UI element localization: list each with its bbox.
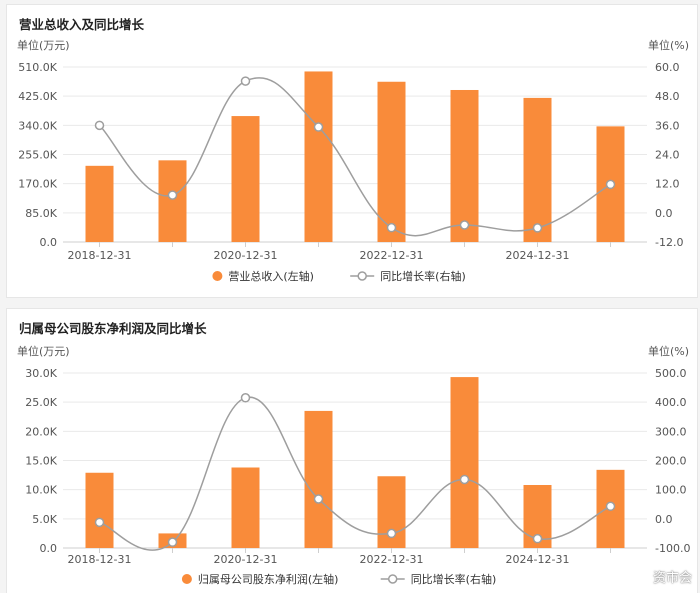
growth-rate-point bbox=[240, 76, 251, 86]
legend-line-label: 同比增长率(右轴) bbox=[411, 572, 497, 586]
legend-line-marker-point bbox=[357, 271, 367, 281]
watermark: 资市会 bbox=[652, 571, 692, 586]
growth-rate-point bbox=[167, 537, 178, 547]
y-right-tick-label: 60.0 bbox=[655, 61, 680, 74]
y-right-tick-label: 0.0 bbox=[655, 513, 673, 526]
y-right-tick-label: 500.0 bbox=[655, 367, 687, 380]
growth-rate-point bbox=[386, 528, 397, 539]
chart-title: 归属母公司股东净利润及同比增长 bbox=[19, 321, 207, 336]
revenue-chart: 单位(万元) 单位(%) 0.0 -12.0 85.0K 0.0 170.0K 12.0 255… bbox=[17, 38, 689, 283]
y-right-tick-label: 100.0 bbox=[655, 484, 687, 497]
bar bbox=[85, 472, 114, 548]
y-right-tick-label: -12.0 bbox=[655, 236, 683, 249]
y-left-tick-label: 510.0K bbox=[18, 61, 57, 74]
y-left-tick-label: 15.0K bbox=[25, 455, 57, 468]
revenue-chart-panel: 营业总收入及同比增长 单位(万元) 单位(%) 0.0 -12.0 85.0K 0.0 17… bbox=[6, 4, 698, 298]
y-left-tick-label: 0.0 bbox=[40, 542, 58, 555]
bar bbox=[158, 160, 187, 242]
growth-rate-point bbox=[605, 501, 616, 512]
growth-rate-point bbox=[94, 517, 105, 528]
y-right-tick-label: 300.0 bbox=[655, 425, 687, 438]
x-tick-label: 2022-12-31 bbox=[360, 249, 424, 262]
bar bbox=[304, 71, 333, 242]
growth-rate-point bbox=[313, 494, 324, 504]
bar bbox=[377, 81, 406, 242]
y-left-tick-label: 30.0K bbox=[25, 367, 57, 380]
growth-rate-point bbox=[459, 220, 470, 230]
left-unit-label: 单位(万元) bbox=[17, 344, 70, 358]
x-tick-label: 2020-12-31 bbox=[214, 249, 278, 262]
y-left-tick-label: 255.0K bbox=[18, 149, 57, 162]
growth-rate-point bbox=[240, 393, 251, 403]
bar bbox=[85, 165, 114, 242]
bar bbox=[450, 89, 479, 242]
y-left-tick-label: 170.0K bbox=[18, 178, 57, 191]
bar bbox=[304, 410, 333, 548]
legend-line-label: 同比增长率(右轴) bbox=[380, 269, 466, 283]
growth-rate-point bbox=[167, 190, 178, 200]
legend-bar-marker bbox=[181, 574, 192, 584]
bar bbox=[231, 116, 260, 242]
y-left-tick-label: 5.0K bbox=[32, 513, 57, 526]
right-unit-label: 单位(%) bbox=[648, 38, 689, 52]
legend-line-marker-point bbox=[387, 574, 398, 584]
y-right-tick-label: 0.0 bbox=[655, 207, 673, 220]
x-tick-label: 2018-12-31 bbox=[68, 249, 132, 262]
y-left-tick-label: 340.0K bbox=[18, 119, 57, 132]
growth-rate-point bbox=[386, 222, 397, 233]
y-left-tick-label: 0.0 bbox=[40, 236, 58, 249]
bar bbox=[231, 467, 260, 548]
left-unit-label: 单位(万元) bbox=[17, 38, 70, 52]
legend-bar-label: 营业总收入(左轴) bbox=[228, 269, 314, 283]
x-tick-label: 2018-12-31 bbox=[68, 553, 132, 566]
y-left-tick-label: 425.0K bbox=[18, 90, 57, 103]
x-tick-label: 2022-12-31 bbox=[360, 553, 424, 566]
net-profit-chart: 单位(万元) 单位(%) 0.0 -100.0 5.0K 0.0 10.0K 100.0 15.… bbox=[17, 344, 690, 586]
x-tick-label: 2020-12-31 bbox=[214, 553, 278, 566]
x-tick-label: 2024-12-31 bbox=[506, 553, 570, 566]
y-right-tick-label: 12.0 bbox=[655, 178, 680, 191]
growth-rate-point bbox=[532, 223, 543, 233]
right-unit-label: 单位(%) bbox=[648, 344, 689, 358]
bar bbox=[450, 377, 479, 548]
y-left-tick-label: 10.0K bbox=[25, 484, 57, 497]
growth-rate-point bbox=[605, 179, 616, 190]
growth-rate-point bbox=[313, 122, 324, 132]
bar bbox=[523, 97, 552, 242]
y-left-tick-label: 20.0K bbox=[25, 425, 57, 438]
x-tick-label: 2024-12-31 bbox=[506, 249, 570, 262]
growth-rate-point bbox=[94, 120, 105, 131]
y-left-tick-label: 85.0K bbox=[25, 207, 57, 220]
y-right-tick-label: 200.0 bbox=[655, 455, 687, 468]
y-right-tick-label: 36.0 bbox=[655, 119, 680, 132]
growth-rate-point bbox=[459, 474, 470, 485]
y-right-tick-label: -100.0 bbox=[655, 542, 690, 555]
legend-bar-marker bbox=[212, 271, 223, 281]
chart-title: 营业总收入及同比增长 bbox=[19, 17, 145, 32]
y-right-tick-label: 48.0 bbox=[655, 90, 680, 103]
y-right-tick-label: 24.0 bbox=[655, 149, 680, 162]
y-left-tick-label: 25.0K bbox=[25, 396, 57, 409]
net-profit-chart-panel: 归属母公司股东净利润及同比增长 单位(万元) 单位(%) 0.0 -100.0 5.0K… bbox=[6, 308, 698, 593]
growth-rate-line bbox=[99, 396, 611, 551]
legend-bar-label: 归属母公司股东净利润(左轴) bbox=[198, 572, 339, 586]
y-right-tick-label: 400.0 bbox=[655, 396, 687, 409]
growth-rate-point bbox=[532, 533, 543, 544]
